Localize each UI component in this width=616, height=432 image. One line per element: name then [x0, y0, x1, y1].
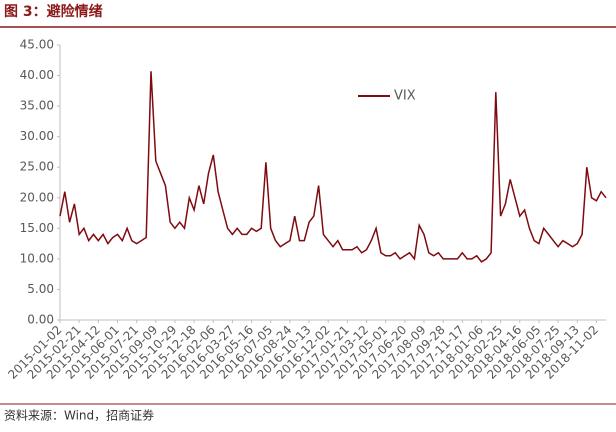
- y-tick-label: 30.00: [20, 129, 54, 143]
- chart-title: 图 3：避险情绪: [4, 3, 103, 20]
- y-tick-label: 45.00: [20, 38, 54, 52]
- line-series: [59, 71, 607, 263]
- y-tick-label: 35.00: [20, 99, 54, 113]
- y-tick-label: 0.00: [27, 313, 54, 327]
- source: 资料来源：Wind，招商证券: [4, 408, 154, 423]
- y-tick-label: 15.00: [20, 221, 54, 235]
- y-tick-label: 10.00: [20, 251, 54, 265]
- y-tick-label: 20.00: [20, 190, 54, 204]
- legend-label: VIX: [394, 89, 416, 104]
- y-tick-label: 5.00: [27, 282, 54, 296]
- y-tick-label: 25.00: [20, 160, 54, 174]
- y-tick-label: 40.00: [20, 68, 54, 82]
